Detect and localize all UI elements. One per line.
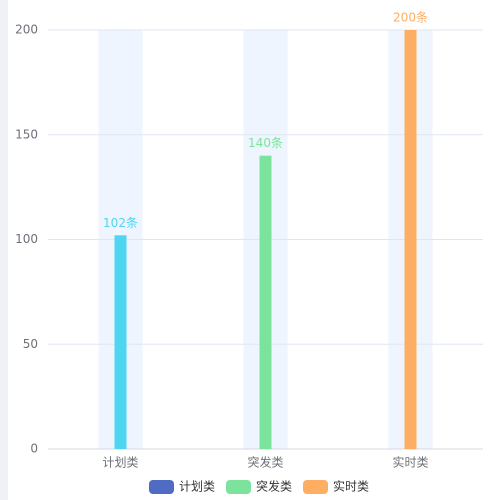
- x-tick-label: 计划类: [102, 456, 138, 470]
- y-tick-label: 0: [30, 442, 38, 456]
- side-strip: [0, 0, 8, 500]
- legend-swatch: [303, 480, 328, 494]
- legend-swatch: [149, 480, 174, 494]
- bar: [404, 30, 417, 449]
- bar: [114, 235, 127, 449]
- x-tick-label: 突发类: [247, 455, 283, 470]
- bar: [259, 155, 272, 449]
- value-label: 102条: [103, 216, 138, 230]
- legend-label: 计划类: [179, 480, 215, 494]
- y-tick-label: 150: [15, 127, 38, 141]
- legend-label: 实时类: [333, 479, 369, 494]
- value-label: 200条: [393, 11, 428, 25]
- y-tick-label: 50: [23, 337, 38, 351]
- legend-label: 突发类: [256, 479, 292, 494]
- x-tick-label: 实时类: [392, 455, 428, 470]
- y-tick-label: 100: [15, 232, 38, 246]
- y-tick-label: 200: [15, 23, 38, 37]
- value-label: 140条: [248, 136, 283, 150]
- legend-swatch: [226, 480, 251, 494]
